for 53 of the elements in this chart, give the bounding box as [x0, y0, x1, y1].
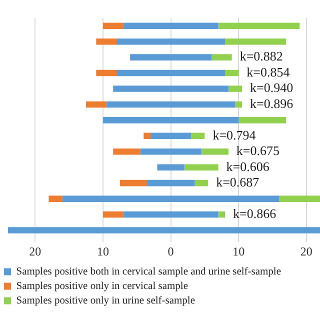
x-tick-label: 20 [29, 244, 42, 258]
bar [96, 70, 117, 76]
bar [102, 211, 124, 218]
bar [211, 54, 232, 60]
bar [113, 86, 228, 92]
bar [140, 148, 202, 155]
bar [123, 22, 218, 30]
annotation: k=0.896 [250, 96, 294, 111]
bar [147, 180, 195, 186]
annotation: k=0.854 [246, 64, 290, 80]
legend-label: Samples positive only in urine self-sample [16, 296, 196, 306]
bar [218, 22, 300, 30]
bar [218, 211, 226, 218]
bar [123, 211, 218, 218]
annotation: k=0.675 [236, 143, 280, 158]
bar [86, 101, 106, 108]
bar [130, 54, 212, 60]
bar [225, 38, 286, 45]
bar [116, 70, 226, 76]
legend-label: Samples positive only in cervical sample [16, 281, 188, 292]
bar [228, 86, 242, 92]
annotation: k=0.794 [212, 127, 256, 142]
bar [191, 132, 205, 140]
bar [116, 38, 226, 45]
bar [279, 196, 320, 202]
bar [201, 148, 228, 155]
x-tick-label: 10 [232, 244, 245, 258]
annotation: k=0.606 [226, 158, 270, 174]
x-tick-label: 20 [300, 244, 312, 258]
bar [96, 38, 117, 45]
bar [184, 164, 218, 170]
bar [102, 117, 239, 124]
legend-label: Samples positive both in cervical sample and urine self-sample [16, 266, 282, 278]
annotation: k=0.866 [233, 206, 277, 221]
annotation: k=0.940 [250, 80, 294, 96]
bar [238, 117, 286, 124]
x-tick-label: 0 [168, 244, 174, 258]
bar [62, 196, 280, 202]
bar [113, 148, 140, 155]
bar [8, 227, 320, 234]
bar [157, 164, 184, 170]
bar [225, 70, 239, 76]
bar [235, 101, 242, 108]
bar [48, 196, 62, 202]
annotation: k=0.882 [240, 48, 283, 64]
annotation: k=0.687 [216, 174, 260, 190]
x-tick-label: 10 [96, 244, 109, 258]
bar [144, 132, 150, 140]
bar [194, 180, 208, 186]
bar [106, 101, 236, 108]
bar [150, 132, 192, 140]
bar [102, 22, 124, 30]
bar [120, 180, 148, 186]
